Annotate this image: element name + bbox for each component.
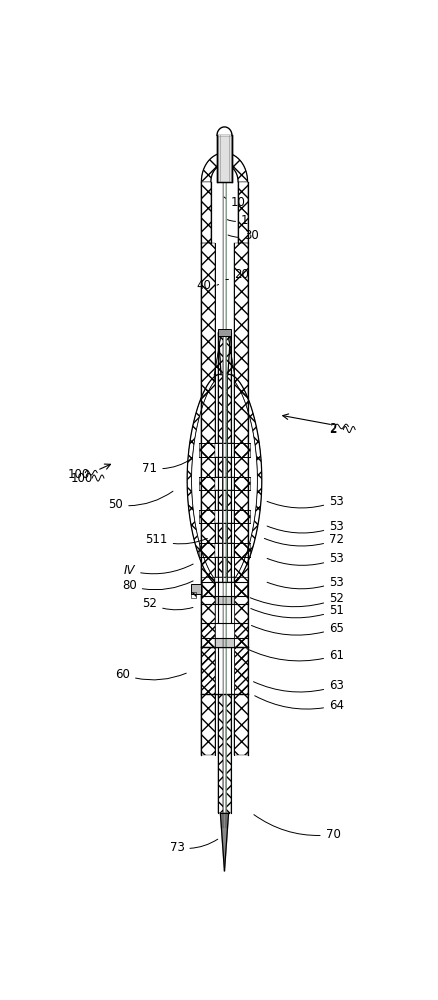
Bar	[234, 510, 250, 523]
Bar	[217, 135, 232, 182]
Bar	[215, 596, 234, 604]
Bar	[215, 477, 234, 490]
Bar	[234, 243, 247, 755]
Bar	[191, 592, 196, 598]
Text: 52: 52	[142, 597, 193, 610]
Text: 60: 60	[115, 668, 186, 681]
Text: 80: 80	[122, 579, 193, 592]
Bar	[201, 623, 215, 638]
Bar	[199, 543, 215, 557]
Bar	[215, 638, 234, 647]
Text: 70: 70	[254, 815, 340, 841]
Text: 64: 64	[255, 696, 344, 712]
Text: 65: 65	[251, 622, 344, 635]
Text: 72: 72	[265, 533, 344, 546]
Text: 511: 511	[145, 533, 207, 546]
Bar	[191, 584, 201, 594]
Text: 61: 61	[247, 649, 344, 662]
Bar	[215, 510, 234, 523]
Text: 53: 53	[267, 552, 344, 565]
Text: 53: 53	[267, 520, 344, 533]
Bar	[215, 523, 234, 543]
Bar	[215, 443, 234, 457]
Text: 73: 73	[170, 839, 218, 854]
Text: 20: 20	[226, 267, 249, 280]
Bar	[202, 582, 215, 596]
Bar	[201, 638, 215, 647]
Bar	[234, 443, 250, 457]
Text: 30: 30	[228, 229, 259, 242]
Bar	[215, 647, 234, 694]
Bar	[215, 457, 234, 477]
Bar	[199, 477, 215, 490]
Bar	[215, 490, 234, 510]
Bar	[201, 182, 211, 243]
Text: 53: 53	[267, 495, 344, 508]
Bar	[238, 182, 247, 243]
Text: 1: 1	[227, 214, 249, 227]
Text: IV: IV	[124, 564, 193, 577]
Text: 51: 51	[251, 604, 344, 618]
Bar	[215, 604, 234, 623]
Text: 53: 53	[267, 576, 344, 589]
Text: 71: 71	[142, 459, 192, 475]
Bar	[201, 647, 215, 694]
Bar	[234, 638, 247, 647]
Bar	[215, 557, 234, 576]
Text: 52: 52	[250, 592, 344, 607]
Bar	[226, 333, 230, 813]
Bar	[215, 543, 234, 557]
Bar	[234, 647, 247, 694]
Polygon shape	[220, 813, 229, 871]
Bar	[215, 623, 234, 638]
Bar	[215, 577, 234, 582]
Text: 100: 100	[67, 468, 90, 481]
Text: 63: 63	[254, 679, 344, 692]
Bar	[234, 582, 247, 596]
Bar	[234, 477, 250, 490]
Bar	[199, 510, 215, 523]
Bar	[215, 582, 234, 596]
Bar	[218, 329, 231, 336]
Text: 50: 50	[109, 491, 173, 512]
Text: 40: 40	[197, 279, 219, 292]
Text: 2: 2	[329, 423, 337, 436]
Text: 100: 100	[71, 472, 93, 485]
Text: 2: 2	[329, 422, 337, 434]
Bar	[234, 543, 250, 557]
Bar	[199, 443, 215, 457]
Text: 10: 10	[224, 196, 245, 209]
Bar	[201, 243, 215, 755]
Bar	[234, 623, 247, 638]
Bar	[219, 333, 223, 813]
